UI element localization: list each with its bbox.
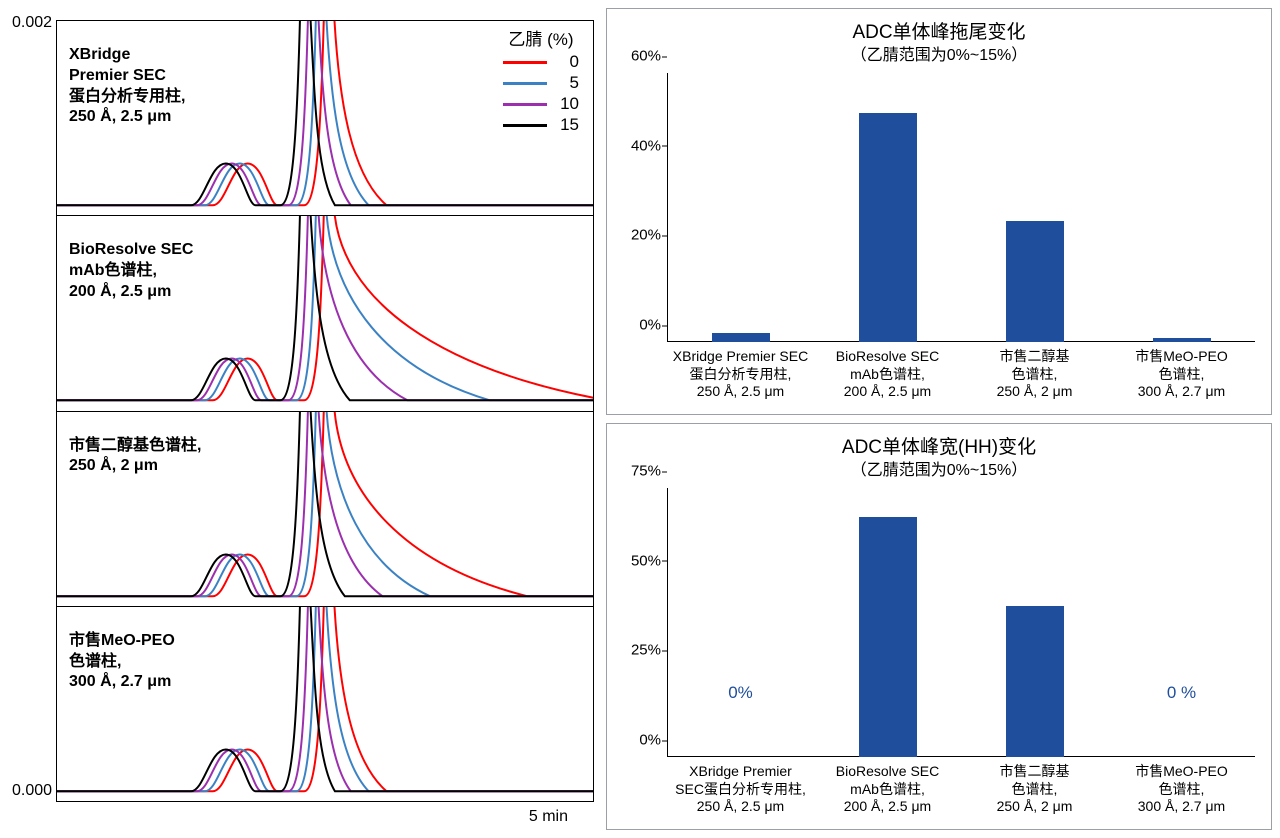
bar-category-label: 市售MeO-PEO 色谱柱, 300 Å, 2.7 μm bbox=[1108, 763, 1255, 816]
bar-category-label: BioResolve SEC mAb色谱柱, 200 Å, 2.5 μm bbox=[814, 348, 961, 401]
bar-group bbox=[961, 73, 1108, 342]
bar-category-label: XBridge Premier SEC 蛋白分析专用柱, 250 Å, 2.5 … bbox=[667, 348, 814, 401]
chrom-panel: 市售二醇基色谱柱, 250 Å, 2 μm bbox=[56, 412, 594, 607]
legend-swatch bbox=[503, 82, 547, 85]
bar-group bbox=[814, 73, 961, 342]
chrom-panel-label: 市售二醇基色谱柱, 250 Å, 2 μm bbox=[69, 436, 201, 478]
chromatogram-stack: 0.002 0.000 5 min AU, 280 nm XBridge Pre… bbox=[8, 8, 598, 830]
bar-chart-subtitle: （乙腈范围为0%~15%） bbox=[607, 456, 1271, 480]
legend-swatch bbox=[503, 61, 547, 64]
bar-zero-label: 0 % bbox=[1167, 683, 1196, 703]
bar-chart-title: ADC单体峰拖尾变化 bbox=[607, 17, 1271, 44]
bar-ytick: 20% bbox=[631, 227, 661, 244]
bar-category-label: BioResolve SEC mAb色谱柱, 200 Å, 2.5 μm bbox=[814, 763, 961, 816]
bar-category-label: 市售二醇基 色谱柱, 250 Å, 2 μm bbox=[961, 348, 1108, 401]
legend-swatch bbox=[503, 103, 547, 106]
legend-item: 5 bbox=[503, 73, 579, 93]
chrom-panel: 市售MeO-PEO 色谱柱, 300 Å, 2.7 μm bbox=[56, 607, 594, 802]
legend-label: 0 bbox=[555, 52, 579, 72]
bar-ytick: 40% bbox=[631, 137, 661, 154]
legend-item: 10 bbox=[503, 94, 579, 114]
chrom-panel: BioResolve SEC mAb色谱柱, 200 Å, 2.5 μm bbox=[56, 216, 594, 411]
bar-group: 0 % bbox=[1108, 488, 1255, 757]
bar-category-label: 市售MeO-PEO 色谱柱, 300 Å, 2.7 μm bbox=[1108, 348, 1255, 401]
bar-ytick: 60% bbox=[631, 48, 661, 65]
y-bot-tick: 0.000 bbox=[12, 782, 52, 800]
bar-category-label: 市售二醇基 色谱柱, 250 Å, 2 μm bbox=[961, 763, 1108, 816]
bar-ytick: 25% bbox=[631, 642, 661, 659]
legend-label: 10 bbox=[555, 94, 579, 114]
legend-item: 15 bbox=[503, 115, 579, 135]
bar-ytick: 50% bbox=[631, 552, 661, 569]
legend: 乙腈 (%)051015 bbox=[503, 25, 579, 136]
bar-group bbox=[667, 73, 814, 342]
legend-swatch bbox=[503, 124, 547, 127]
bar bbox=[1006, 606, 1064, 757]
bar-ytick: 75% bbox=[631, 463, 661, 480]
bar-plot-area: 0%20%40%60%XBridge Premier SEC 蛋白分析专用柱, … bbox=[667, 73, 1255, 342]
legend-label: 15 bbox=[555, 115, 579, 135]
bar-group bbox=[1108, 73, 1255, 342]
bar bbox=[859, 113, 917, 342]
bar-chart: ADC单体峰拖尾变化（乙腈范围为0%~15%）0%20%40%60%XBridg… bbox=[606, 8, 1272, 415]
bar-category-label: XBridge Premier SEC蛋白分析专用柱, 250 Å, 2.5 μ… bbox=[667, 763, 814, 816]
bar-plot-area: 0%25%50%75%0%XBridge Premier SEC蛋白分析专用柱,… bbox=[667, 488, 1255, 757]
bar-chart-subtitle: （乙腈范围为0%~15%） bbox=[607, 41, 1271, 65]
bar bbox=[859, 517, 917, 757]
bar-group bbox=[961, 488, 1108, 757]
bar-chart-title: ADC单体峰宽(HH)变化 bbox=[607, 432, 1271, 459]
chrom-panel-label: BioResolve SEC mAb色谱柱, 200 Å, 2.5 μm bbox=[69, 240, 193, 302]
bar-group: 0% bbox=[667, 488, 814, 757]
legend-label: 5 bbox=[555, 73, 579, 93]
legend-item: 0 bbox=[503, 52, 579, 72]
chrom-panel-label: XBridge Premier SEC 蛋白分析专用柱, 250 Å, 2.5 … bbox=[69, 45, 185, 128]
x-right-tick: 5 min bbox=[529, 808, 568, 826]
chrom-panel-label: 市售MeO-PEO 色谱柱, 300 Å, 2.7 μm bbox=[69, 631, 175, 693]
bar bbox=[1006, 221, 1064, 342]
legend-title: 乙腈 (%) bbox=[503, 25, 579, 50]
bar-zero-label: 0% bbox=[728, 683, 753, 703]
bar-group bbox=[814, 488, 961, 757]
bar bbox=[712, 333, 770, 342]
bar bbox=[1153, 338, 1211, 342]
bar-ytick: 0% bbox=[639, 732, 661, 749]
chrom-panel: XBridge Premier SEC 蛋白分析专用柱, 250 Å, 2.5 … bbox=[56, 20, 594, 216]
bar-chart: ADC单体峰宽(HH)变化（乙腈范围为0%~15%）0%25%50%75%0%X… bbox=[606, 423, 1272, 830]
y-top-tick: 0.002 bbox=[12, 14, 52, 32]
bar-ytick: 0% bbox=[639, 317, 661, 334]
